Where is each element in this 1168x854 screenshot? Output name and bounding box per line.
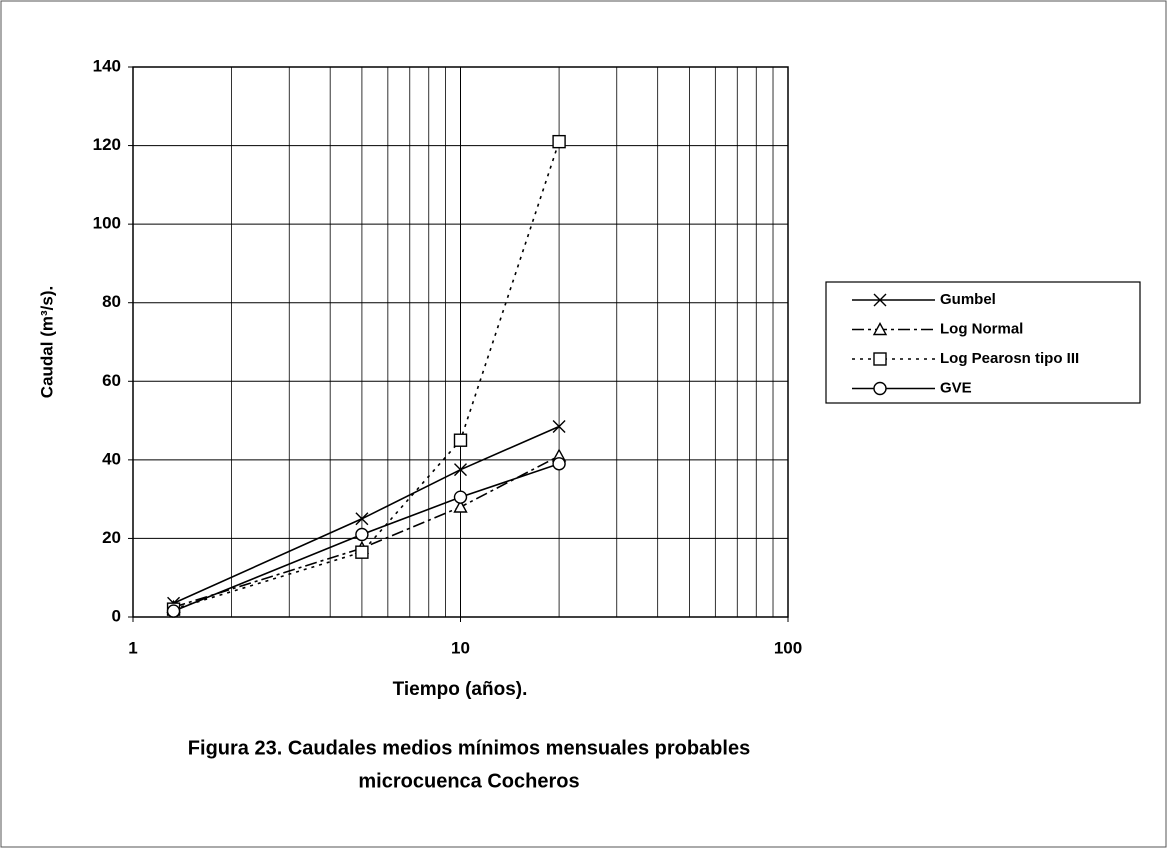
y-tick-label: 0: [112, 606, 121, 625]
marker: [355, 512, 369, 526]
y-tick-label: 120: [93, 135, 121, 154]
marker: [453, 433, 468, 447]
plot-area: [132, 66, 789, 618]
marker: [873, 352, 887, 366]
series-line: [173, 141, 560, 610]
marker: [454, 463, 467, 477]
series-line: [173, 425, 560, 604]
marker: [355, 527, 369, 542]
legend-label: Gumbel: [940, 291, 996, 308]
marker: [552, 134, 566, 149]
marker: [453, 499, 468, 513]
y-tick-label: 60: [102, 371, 121, 390]
y-tick-label: 80: [102, 292, 121, 311]
y-tick-label: 40: [102, 449, 121, 468]
x-tick-label: 1: [128, 638, 137, 657]
legend-label: Log Normal: [940, 320, 1023, 337]
x-axis-title: Tiempo (años).: [393, 679, 528, 700]
y-tick-label: 20: [102, 528, 121, 547]
y-axis-title: Caudal (m³/s).: [37, 286, 56, 398]
marker: [166, 604, 181, 618]
chart-title: Figura 23. Caudales medios mínimos mensu…: [188, 737, 750, 759]
y-tick-label: 140: [93, 56, 121, 75]
marker: [873, 293, 887, 307]
legend-label: GVE: [940, 379, 972, 396]
y-tick-label: 100: [93, 214, 121, 233]
chart-title: microcuenca Cocheros: [358, 770, 579, 792]
x-tick-label: 10: [451, 638, 470, 657]
x-tick-label: 100: [774, 638, 802, 657]
marker: [453, 490, 468, 504]
marker: [552, 419, 566, 433]
legend-label: Log Pearosn tipo III: [940, 350, 1079, 367]
series-line: [173, 463, 560, 612]
marker: [552, 457, 566, 471]
marker: [872, 322, 888, 336]
marker: [355, 545, 369, 559]
series-line: [173, 455, 560, 608]
marker: [873, 381, 887, 396]
